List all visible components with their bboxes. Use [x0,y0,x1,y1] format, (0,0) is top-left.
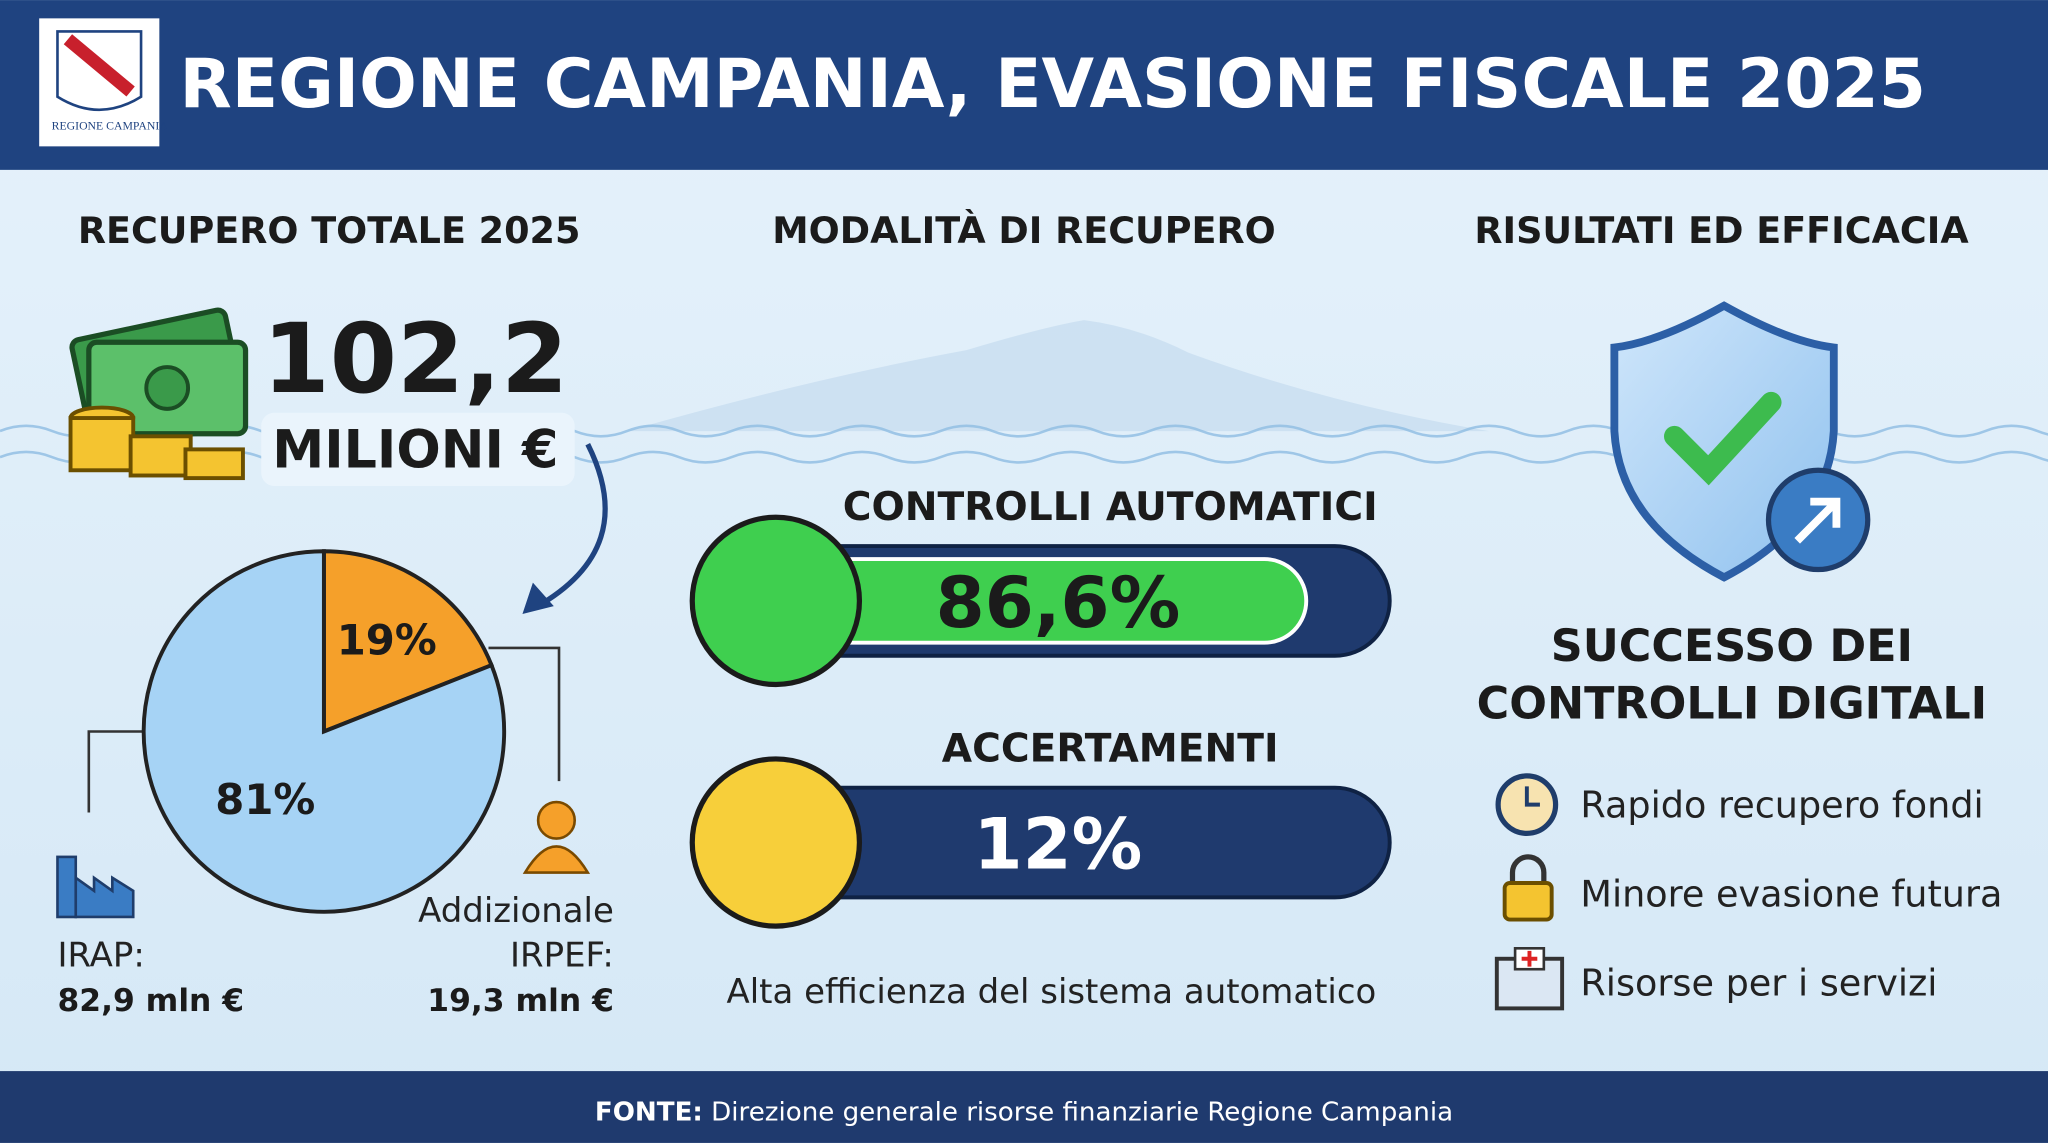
result-item: Rapido recupero fondi [1580,784,1983,827]
bar-icon [689,756,863,929]
footer-bar [0,1071,2048,1143]
slice-label: 19% [337,616,437,665]
clock-icon [1495,773,1559,836]
pie: 19% 81% [141,549,507,914]
leader-line [87,730,144,813]
arrow-head [522,582,554,614]
item-amount: 82,9 mln € [57,983,244,1019]
pie-slice [141,549,507,914]
results-subtitle: SUCCESSO DEI [1551,621,1913,672]
item-amount: 19,3 mln € [427,983,614,1019]
total-amount: 102,2 [263,302,569,415]
footer: FONTE: Direzione generale risorse finanz… [595,1098,1453,1128]
arrow [534,442,608,610]
total-unit: MILIONI € [272,421,558,481]
result-item: Risorse per i servizi [1580,961,1937,1004]
logo-text: REGIONE CAMPANIA [52,119,169,132]
bar-name: CONTROLLI AUTOMATICI [843,485,1378,530]
footer-label: FONTE: [595,1098,703,1128]
shield-icon [1610,301,1871,582]
item-label: IRPEF: [510,936,614,976]
results-subtitle: CONTROLLI DIGITALI [1477,678,1988,729]
item-label: Addizionale [418,891,614,931]
title: REGIONE CAMPANIA, EVASIONE FISCALE 2025 [179,45,1926,124]
header-bar [0,0,2048,170]
section-heading: RECUPERO TOTALE 2025 [78,209,581,252]
bar-name: ACCERTAMENTI [942,727,1279,772]
bar-icon [689,514,863,688]
section-heading: RISULTATI ED EFFICACIA [1474,209,1969,252]
result-item: Minore evasione futura [1580,873,2002,916]
factory-icon [56,855,135,919]
bar-value: 12% [974,804,1143,886]
footer-text: Direzione generale risorse finanziarie R… [711,1098,1453,1128]
person-icon [522,800,591,874]
pie-slice [321,549,495,735]
hospital-icon [1494,947,1565,1011]
section-heading: MODALITÀ DI RECUPERO [772,208,1275,252]
note: Alta efficienza del sistema automatico [727,972,1377,1012]
unit-badge [261,412,575,486]
item-label: IRAP: [57,936,144,976]
slice-label: 81% [215,775,315,824]
lock-icon [1502,854,1554,922]
money-icon [68,307,249,481]
logo-band [63,34,135,97]
volcano [626,320,1489,432]
bars: CONTROLLI AUTOMATICI 86,6% ACCERTAMENTI 12% [689,485,1392,929]
leader-line [488,646,561,782]
bar-value: 86,6% [936,562,1181,644]
